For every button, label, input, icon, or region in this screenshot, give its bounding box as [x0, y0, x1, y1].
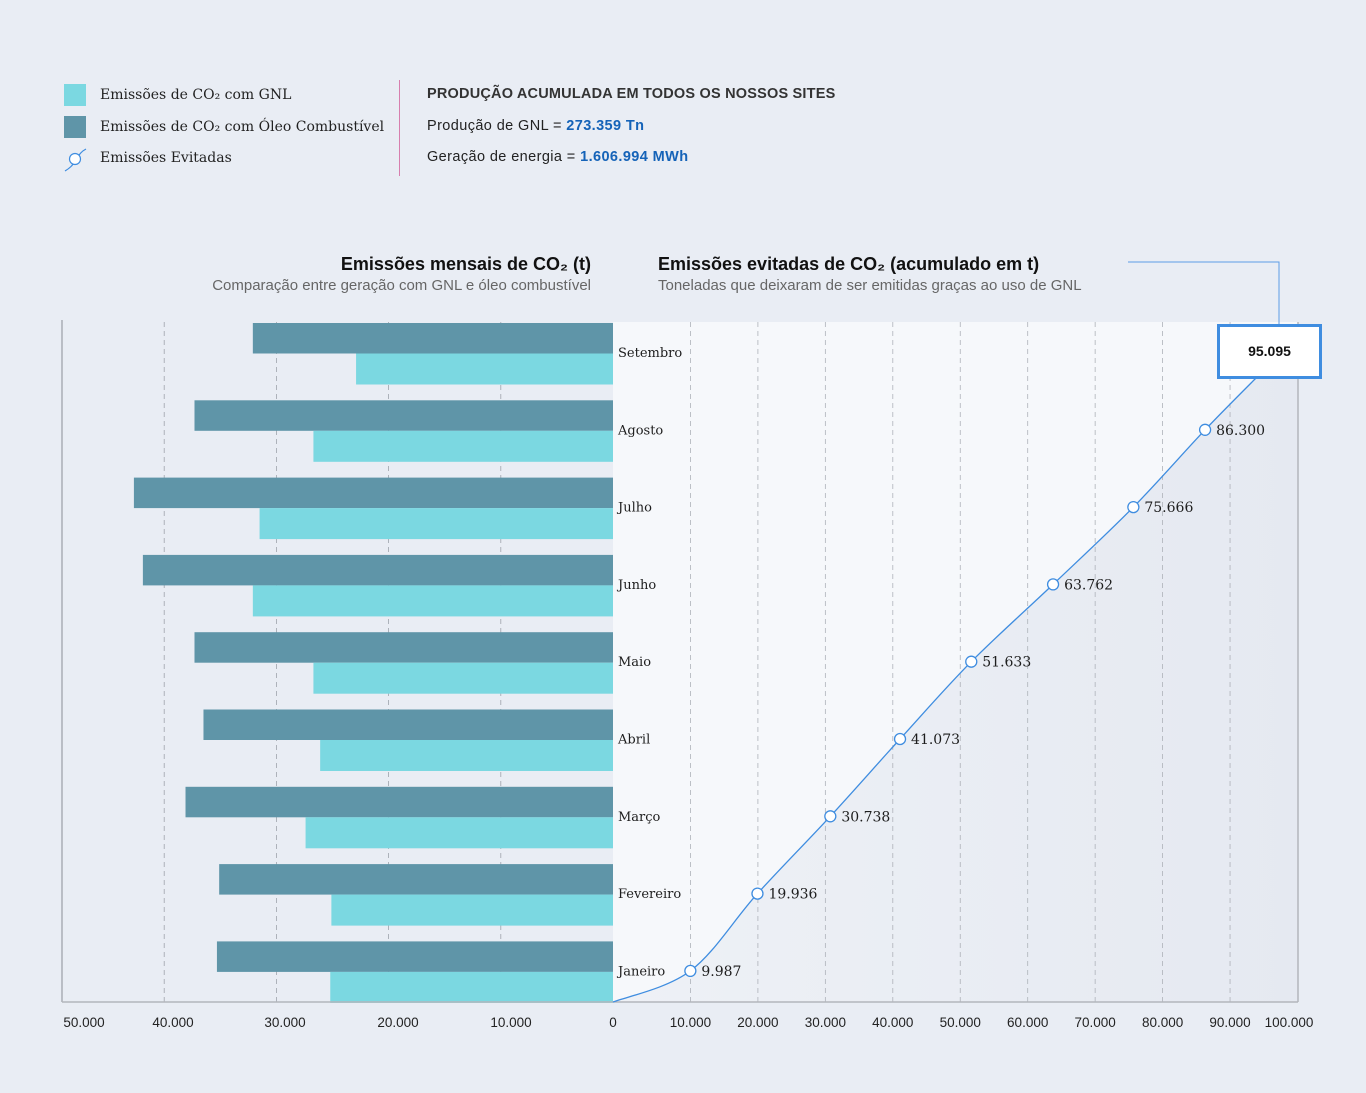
legend-label: Emissões Evitadas — [100, 150, 232, 166]
callout-leader-line — [1128, 261, 1280, 324]
bar-gnl — [259, 508, 613, 540]
bar-oleo — [216, 941, 613, 972]
x-tick-label: 40.000 — [872, 1015, 913, 1030]
month-label: Junho — [616, 578, 656, 593]
stats-heading: PRODUÇÃO ACUMULADA EM TODOS OS NOSSOS SI… — [427, 86, 836, 102]
bar-chart-title: Emissões mensais de CO₂ (t) — [340, 254, 591, 274]
x-tick-label: 0 — [609, 1015, 617, 1030]
data-label: 75.666 — [1144, 500, 1193, 516]
stats-value: 1.606.994 MWh — [580, 149, 689, 165]
avoided-emissions-line — [612, 371, 1263, 1003]
bar-gnl — [330, 971, 613, 1003]
legend-label: Emissões de CO₂ com Óleo Combustível — [100, 119, 385, 135]
month-label: Fevereiro — [618, 887, 681, 902]
stats-value: 273.359 Tn — [566, 118, 645, 134]
total-avoided-callout: 95.095 — [1217, 324, 1322, 379]
month-label: Julho — [616, 501, 652, 516]
data-point — [684, 964, 697, 978]
month-label: Setembro — [618, 346, 682, 361]
data-point — [1046, 578, 1060, 591]
data-point — [1198, 423, 1212, 436]
bar-oleo — [219, 864, 614, 895]
legend-label: Emissões de CO₂ com GNL — [100, 87, 292, 103]
x-tick-label: 50.000 — [63, 1015, 104, 1030]
bar-gnl — [356, 353, 613, 385]
bar-chart-header: Emissões mensais de CO₂ (t) Comparação e… — [212, 254, 591, 294]
bar-oleo — [252, 323, 613, 354]
stats-label: Geração de energia = — [427, 149, 581, 165]
bar-gnl — [305, 817, 613, 849]
bar-chart-subtitle: Comparação entre geração com GNL e óleo … — [212, 277, 591, 294]
bar-gnl — [320, 740, 613, 771]
x-tick-label: 20.000 — [377, 1015, 418, 1030]
month-label: Janeiro — [616, 964, 665, 979]
gnl-swatch-icon — [64, 84, 86, 106]
month-label: Agosto — [617, 423, 663, 438]
data-label: 9.987 — [701, 964, 741, 980]
bar-oleo — [133, 477, 613, 509]
divider — [399, 80, 400, 176]
bar-gnl — [252, 585, 613, 617]
bar-gnl — [313, 662, 613, 694]
bar-gnl — [331, 894, 613, 926]
bar-oleo — [194, 632, 613, 663]
bar-oleo — [142, 554, 613, 586]
bar-oleo — [194, 400, 613, 431]
x-tick-label: 80.000 — [1142, 1015, 1183, 1030]
oleo-swatch-icon — [64, 116, 86, 138]
x-tick-label: 10.000 — [490, 1015, 531, 1030]
x-tick-label: 20.000 — [737, 1015, 778, 1030]
area-fill — [613, 372, 1298, 1002]
line-marker-icon — [64, 148, 87, 172]
month-label: Maio — [618, 655, 651, 670]
stats-row-gnl: Produção de GNL = 273.359 Tn — [427, 118, 644, 134]
line-chart-subtitle: Toneladas que deixaram de ser emitidas g… — [658, 277, 1082, 294]
x-tick-label: 90.000 — [1209, 1015, 1250, 1030]
x-tick-label: 30.000 — [264, 1015, 305, 1030]
month-label: Abril — [617, 733, 650, 748]
data-label: 51.633 — [982, 655, 1031, 671]
data-point — [824, 810, 837, 823]
data-point — [1127, 500, 1140, 514]
stats-row-energia: Geração de energia = 1.606.994 MWh — [427, 149, 688, 165]
data-label: 30.738 — [841, 809, 890, 825]
x-tick-label: 100.000 — [1265, 1015, 1314, 1030]
data-label: 86.300 — [1216, 423, 1265, 439]
x-tick-label: 40.000 — [152, 1015, 193, 1030]
x-tick-label: 50.000 — [940, 1015, 981, 1030]
x-tick-label: 60.000 — [1007, 1015, 1048, 1030]
bar-oleo — [185, 786, 613, 818]
data-label: 41.073 — [911, 732, 960, 748]
data-point — [893, 732, 907, 746]
data-label: 19.936 — [768, 887, 817, 903]
data-point — [965, 655, 978, 668]
x-tick-label: 10.000 — [670, 1015, 711, 1030]
bar-gnl — [313, 430, 613, 462]
bar-oleo — [203, 709, 613, 740]
line-chart-header: Emissões evitadas de CO₂ (acumulado em t… — [658, 254, 1082, 294]
data-label: 63.762 — [1064, 577, 1113, 593]
x-tick-label: 70.000 — [1075, 1015, 1116, 1030]
data-point — [751, 887, 764, 900]
stats-label: Produção de GNL = — [427, 118, 567, 134]
x-tick-label: 30.000 — [805, 1015, 846, 1030]
month-label: Março — [618, 810, 661, 825]
line-chart-title: Emissões evitadas de CO₂ (acumulado em t… — [658, 254, 1040, 274]
